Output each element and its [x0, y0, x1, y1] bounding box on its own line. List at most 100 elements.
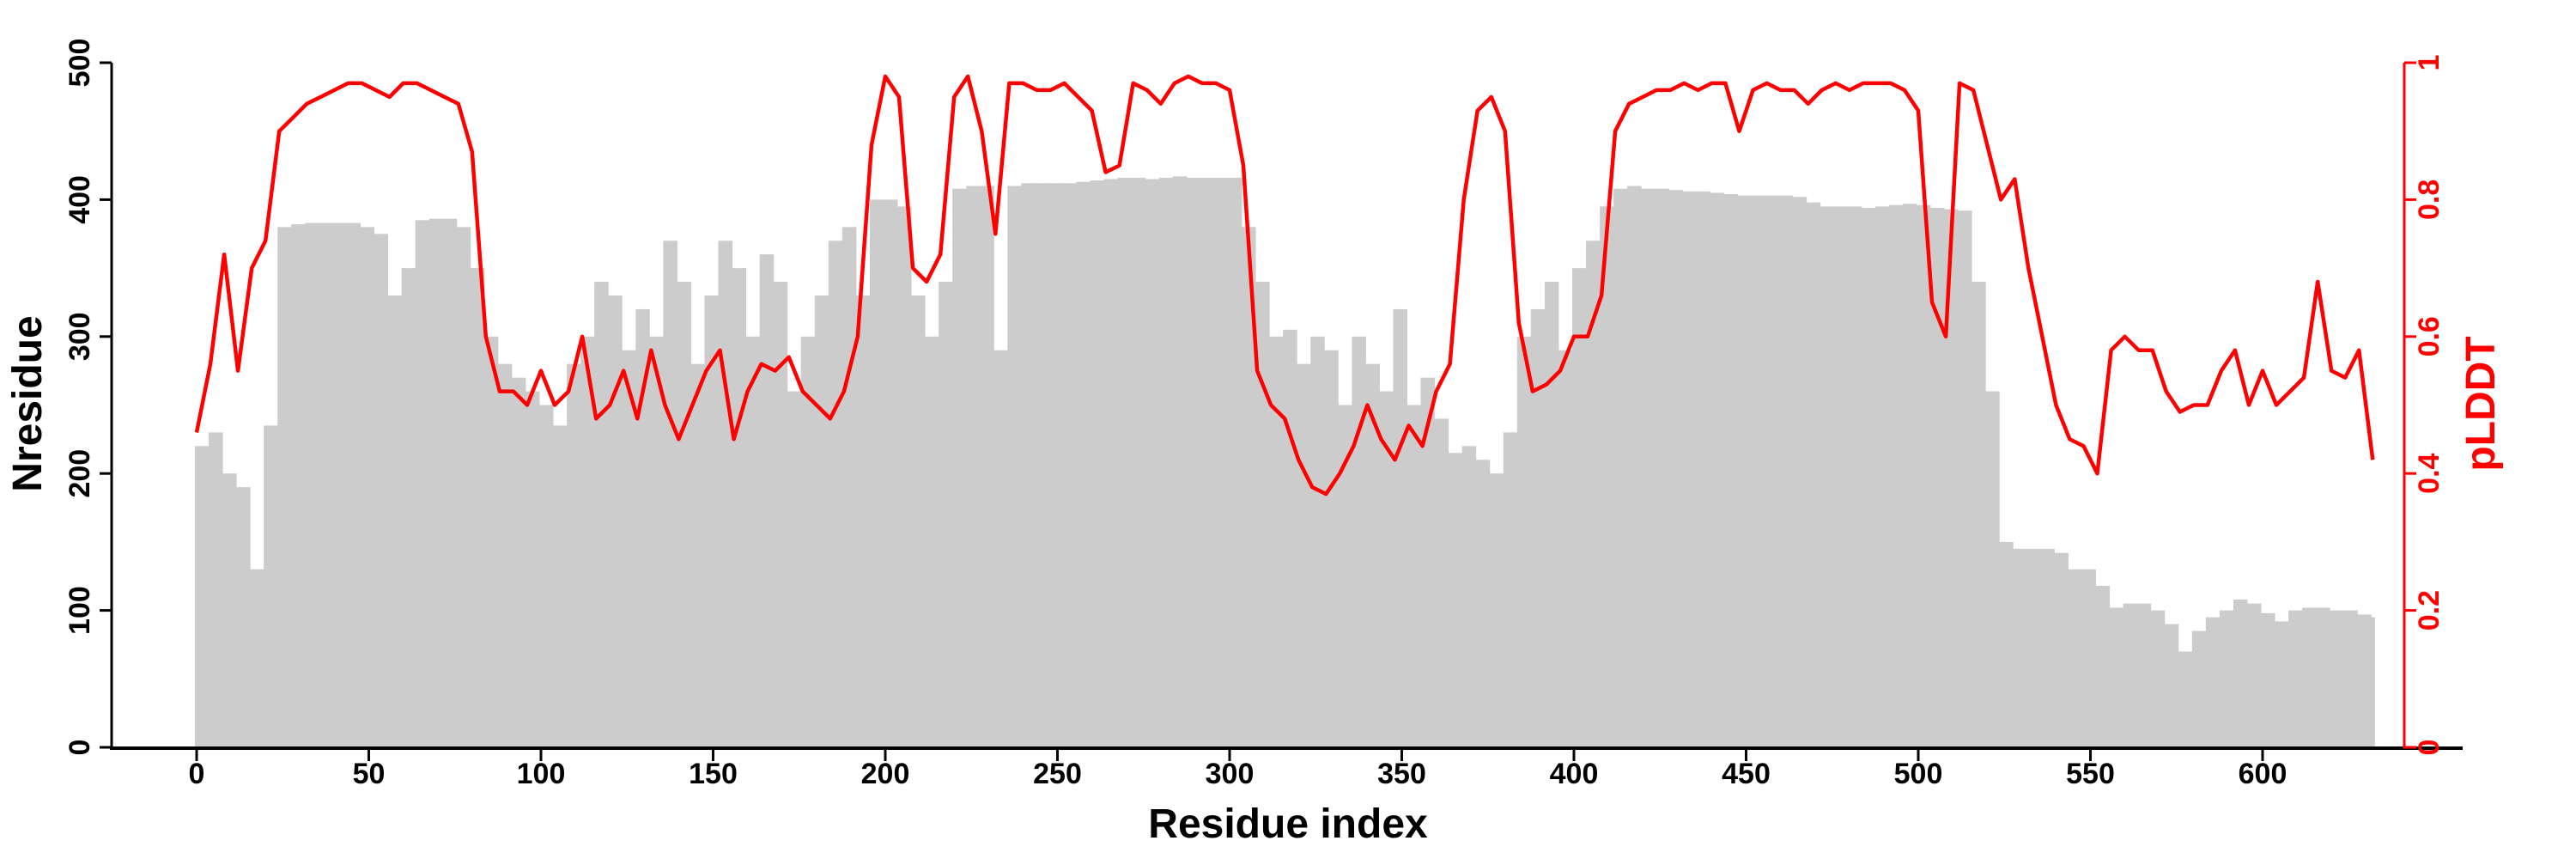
- nresidue-bar: [828, 241, 843, 748]
- nresidue-bar: [567, 363, 581, 747]
- nresidue-bar: [2136, 603, 2152, 747]
- y2-tick-label: 1: [2413, 55, 2445, 71]
- nresidue-bar: [1696, 191, 1710, 747]
- nresidue-bar: [911, 295, 926, 748]
- nresidue-bar: [497, 363, 513, 747]
- nresidue-bar: [1778, 195, 1794, 748]
- nresidue-bar: [2109, 607, 2124, 747]
- nresidue-bar: [2275, 621, 2289, 747]
- nresidue-bar: [2081, 569, 2097, 747]
- y-ticks-left: 0 100 200 300 400 500: [64, 39, 112, 755]
- nresidue-bar: [2288, 610, 2303, 747]
- nresidue-bar: [883, 199, 898, 747]
- nresidue-bar: [649, 336, 664, 747]
- nresidue-bars: [194, 176, 2375, 748]
- nresidue-bar: [2164, 624, 2179, 747]
- nresidue-bar: [622, 350, 636, 747]
- nresidue-bar: [980, 186, 994, 747]
- nresidue-bar: [1172, 176, 1188, 747]
- x-tick-label: 550: [2066, 758, 2115, 790]
- nresidue-bar: [925, 336, 939, 747]
- y2-tick-label: 0: [2413, 740, 2445, 756]
- nresidue-bar: [360, 227, 375, 747]
- nresidue-bar: [1600, 206, 1614, 747]
- nresidue-bar: [511, 377, 526, 747]
- nresidue-bar: [483, 336, 499, 747]
- nresidue-bar: [1668, 190, 1683, 747]
- y2-tick-label: 0.6: [2413, 316, 2445, 356]
- y2-tick-label: 0.4: [2413, 453, 2445, 493]
- nresidue-bar: [415, 220, 430, 747]
- nresidue-bar: [1682, 191, 1697, 747]
- nresidue-bar: [442, 218, 458, 747]
- nresidue-bar: [1103, 179, 1119, 748]
- nresidue-bar: [2095, 585, 2111, 747]
- nresidue-bar: [1117, 177, 1133, 747]
- nresidue-bar: [1627, 186, 1642, 747]
- nresidue-bar: [1586, 241, 1601, 748]
- nresidue-bar: [222, 473, 237, 747]
- nresidue-bar: [1007, 186, 1022, 747]
- nresidue-bar: [1379, 391, 1394, 747]
- nresidue-bar: [745, 336, 761, 747]
- nresidue-bar: [1365, 363, 1380, 747]
- nresidue-bar: [2150, 610, 2166, 747]
- nresidue-bar: [1242, 227, 1256, 747]
- nresidue-bar: [1324, 350, 1339, 747]
- nresidue-bar: [2233, 599, 2248, 747]
- nresidue-bar: [1145, 179, 1160, 748]
- nresidue-bar: [2068, 569, 2082, 747]
- nresidue-bar: [1888, 204, 1904, 747]
- nresidue-bar: [538, 405, 554, 747]
- nresidue-bar: [2026, 548, 2041, 747]
- nresidue-bar: [773, 282, 788, 747]
- nresidue-bar: [1186, 177, 1201, 747]
- y-tick-label: 200: [64, 449, 96, 498]
- x-tick-label: 150: [689, 758, 738, 790]
- y-tick-label: 100: [64, 586, 96, 635]
- nresidue-bar: [553, 425, 568, 747]
- nresidue-bar: [1861, 207, 1876, 748]
- x-tick-label: 500: [1894, 758, 1943, 790]
- nresidue-bar: [1544, 282, 1559, 747]
- nresidue-bar: [387, 295, 403, 748]
- nresidue-bar: [1090, 180, 1105, 748]
- nresidue-bar: [1310, 336, 1325, 747]
- nresidue-bar: [1048, 183, 1064, 748]
- nresidue-bar: [319, 222, 333, 747]
- nresidue-bar: [2343, 610, 2358, 747]
- nresidue-bar: [1489, 473, 1504, 747]
- x-tick-label: 100: [517, 758, 566, 790]
- nresidue-bar: [346, 222, 361, 747]
- y-ticks-right: 0 0.2 0.4 0.6 0.8 1: [2404, 55, 2445, 756]
- nresidue-bar: [814, 295, 829, 748]
- nresidue-bar: [1916, 204, 1931, 747]
- nresidue-bar: [993, 350, 1008, 747]
- nresidue-bar: [305, 222, 319, 747]
- nresidue-bar: [1062, 183, 1078, 748]
- nresidue-bar: [1021, 183, 1036, 748]
- nresidue-bar: [1958, 210, 1972, 748]
- nresidue-bar: [1352, 336, 1366, 747]
- nresidue-bar: [869, 199, 884, 747]
- nresidue-bar: [2123, 603, 2138, 747]
- nresidue-bar: [401, 268, 416, 748]
- nresidue-bar: [332, 222, 347, 747]
- nresidue-bar: [1971, 282, 1986, 747]
- nresidue-bar: [250, 569, 264, 747]
- nresidue-bar: [1847, 206, 1862, 747]
- nresidue-bar: [1283, 329, 1297, 747]
- y-tick-label: 500: [64, 39, 96, 88]
- nresidue-bar: [374, 234, 389, 747]
- nresidue-bar: [1792, 197, 1807, 747]
- nresidue-bar: [1158, 177, 1174, 747]
- nresidue-bar: [2040, 548, 2055, 747]
- nresidue-bar: [428, 218, 444, 747]
- nresidue-bar: [2178, 651, 2193, 747]
- nresidue-bar: [1131, 177, 1146, 747]
- plddt-line: [194, 74, 2375, 497]
- nresidue-bar: [2013, 548, 2027, 747]
- nresidue-bar: [1076, 181, 1091, 748]
- x-tick-label: 250: [1033, 758, 1082, 790]
